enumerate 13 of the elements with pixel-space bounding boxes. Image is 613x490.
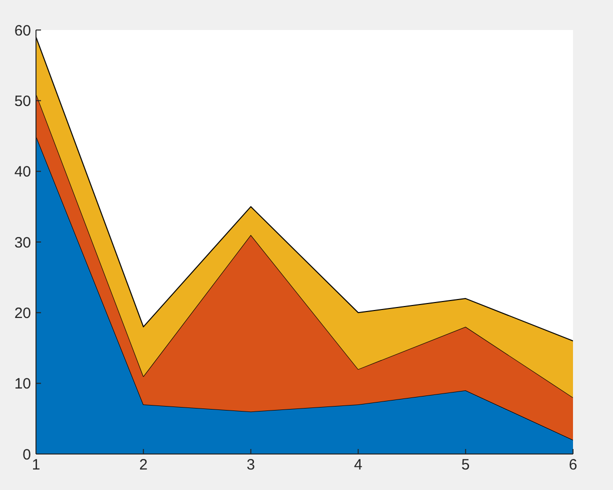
x-tick-label: 1 xyxy=(32,456,40,474)
x-tick-label: 4 xyxy=(354,456,362,474)
y-tick-label: 50 xyxy=(14,92,31,110)
y-tick-label: 20 xyxy=(14,304,31,322)
y-tick-label: 60 xyxy=(14,22,31,40)
y-tick-label: 30 xyxy=(14,234,31,252)
x-tick-label: 5 xyxy=(461,456,470,474)
x-tick-label: 6 xyxy=(568,456,578,474)
y-tick-label: 0 xyxy=(22,446,31,464)
x-tick-label: 3 xyxy=(246,456,255,474)
y-tick-label: 40 xyxy=(14,164,31,181)
x-tick-label: 2 xyxy=(139,456,148,474)
y-tick-label: 10 xyxy=(14,376,31,393)
